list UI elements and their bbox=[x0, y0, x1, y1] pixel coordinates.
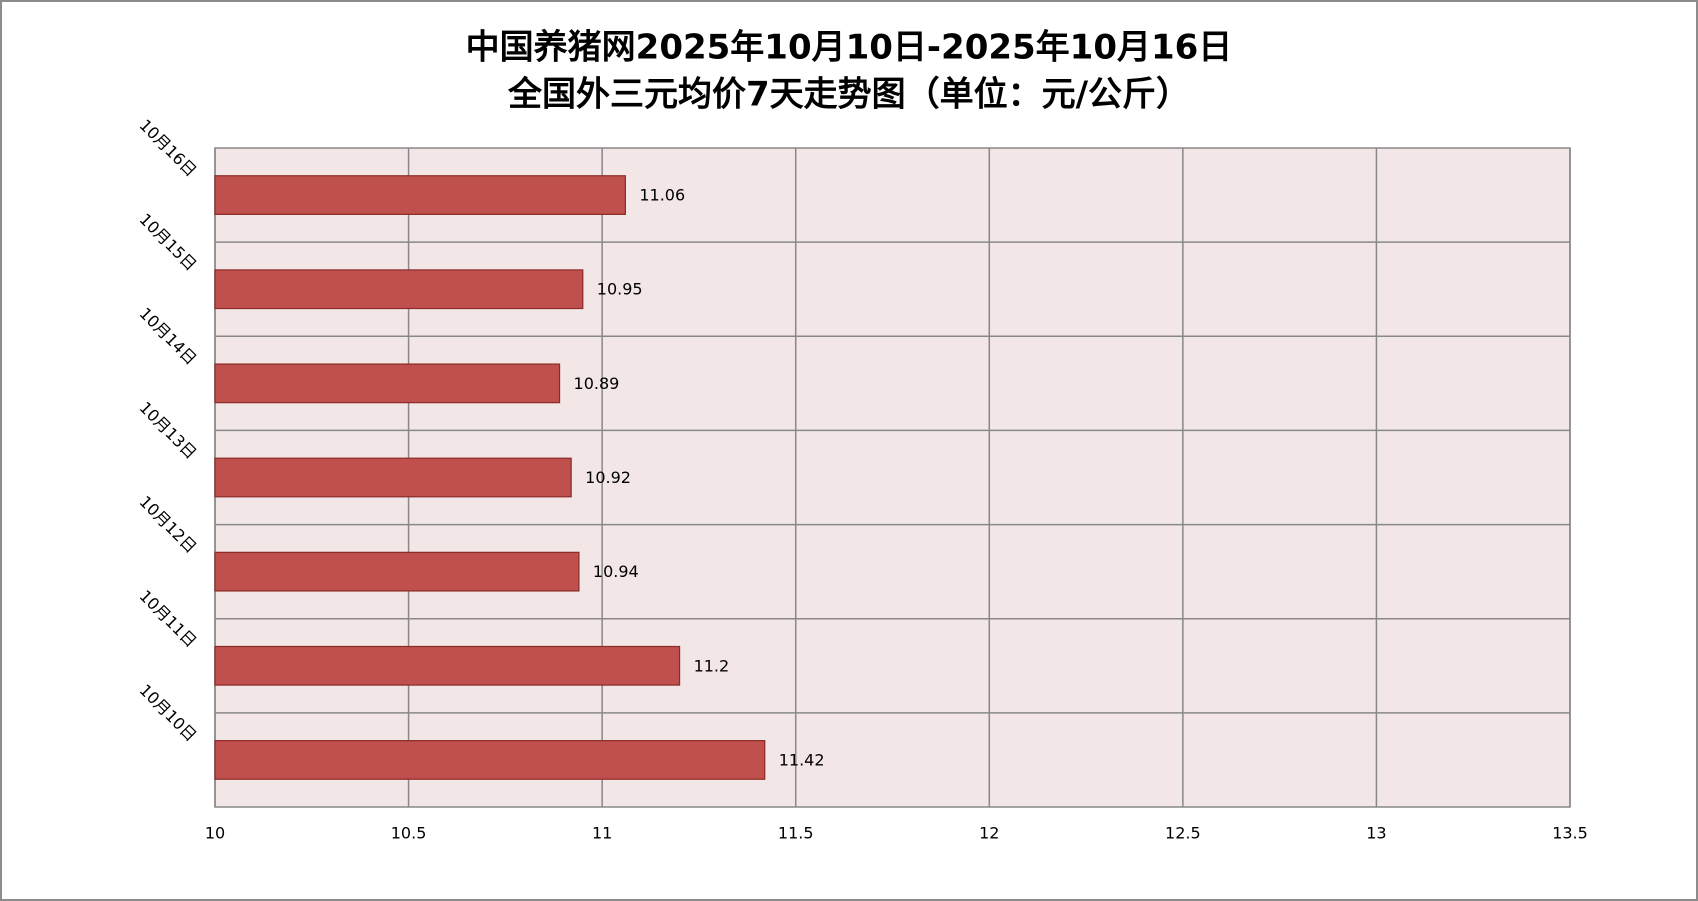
chart-title: 中国养猪网2025年10月10日-2025年10月16日 bbox=[466, 28, 1233, 68]
x-tick-label: 12 bbox=[979, 824, 999, 843]
bar bbox=[214, 269, 584, 310]
data-label: 10.95 bbox=[597, 280, 643, 299]
data-label: 10.94 bbox=[593, 562, 639, 581]
chart-title: 全国外三元均价7天走势图（单位：元/公斤） bbox=[507, 75, 1190, 115]
x-tick-label: 10.5 bbox=[391, 824, 427, 843]
bar bbox=[214, 551, 580, 592]
x-tick-label: 11 bbox=[592, 824, 612, 843]
data-label: 10.92 bbox=[585, 468, 631, 487]
x-tick-label: 12.5 bbox=[1165, 824, 1201, 843]
data-label: 11.06 bbox=[639, 186, 685, 205]
bar bbox=[214, 457, 572, 498]
data-label: 10.89 bbox=[574, 374, 620, 393]
x-tick-label: 10 bbox=[205, 824, 225, 843]
x-tick-label: 13 bbox=[1366, 824, 1386, 843]
bar bbox=[214, 363, 561, 404]
bar bbox=[214, 175, 626, 215]
bar bbox=[214, 740, 766, 780]
bar bbox=[214, 645, 681, 686]
x-tick-label: 11.5 bbox=[778, 824, 814, 843]
data-label: 11.42 bbox=[779, 750, 825, 769]
x-tick-label: 13.5 bbox=[1552, 824, 1588, 843]
data-label: 11.2 bbox=[694, 656, 730, 675]
